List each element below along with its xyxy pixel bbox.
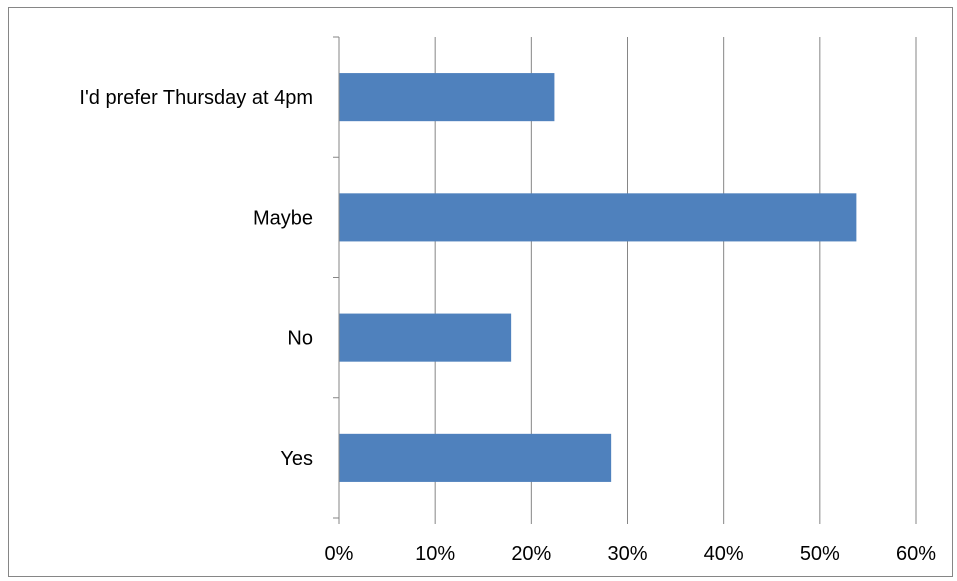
bar-i-d-prefer-thursday-at-4pm — [339, 73, 555, 122]
x-tick-label: 20% — [511, 543, 551, 565]
bar-no — [339, 313, 512, 362]
category-label: I'd prefer Thursday at 4pm — [79, 87, 313, 109]
x-tick-label: 10% — [415, 543, 455, 565]
x-tick-label: 60% — [896, 543, 936, 565]
bar-yes — [339, 433, 612, 482]
category-label: Yes — [280, 448, 313, 470]
category-label: Maybe — [253, 207, 313, 229]
x-tick-label: 0% — [325, 543, 354, 565]
bar-maybe — [339, 193, 857, 242]
x-tick-label: 50% — [800, 543, 840, 565]
category-label: No — [287, 328, 313, 350]
x-tick-label: 30% — [607, 543, 647, 565]
x-tick-label: 40% — [704, 543, 744, 565]
